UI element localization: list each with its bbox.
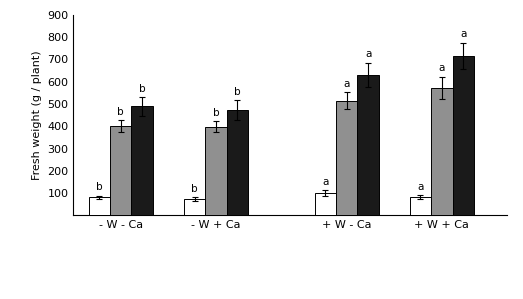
- Bar: [315, 193, 336, 215]
- Bar: [357, 75, 379, 215]
- Bar: [431, 88, 452, 215]
- Bar: [131, 106, 153, 215]
- Bar: [452, 56, 474, 215]
- Text: b: b: [118, 107, 124, 117]
- Text: b: b: [96, 182, 103, 192]
- Bar: [226, 110, 248, 215]
- Bar: [110, 126, 131, 215]
- Text: b: b: [139, 83, 145, 94]
- Bar: [89, 197, 110, 215]
- Bar: [410, 197, 431, 215]
- Text: b: b: [213, 108, 219, 118]
- Text: b: b: [234, 87, 241, 97]
- Bar: [336, 101, 357, 215]
- Text: b: b: [191, 184, 198, 194]
- Text: a: a: [417, 182, 424, 192]
- Text: a: a: [322, 177, 328, 187]
- Text: a: a: [365, 49, 371, 60]
- Y-axis label: Fresh weight (g / plant): Fresh weight (g / plant): [32, 50, 42, 180]
- Legend: S+L  FW (g/Pl), S+L+F  FW (g/Pl), R+S+L+F  FW (g/Pl): S+L FW (g/Pl), S+L+F FW (g/Pl), R+S+L+F …: [131, 297, 449, 299]
- Bar: [205, 127, 226, 215]
- Text: a: a: [460, 29, 467, 39]
- Bar: [184, 199, 205, 215]
- Text: a: a: [439, 63, 445, 73]
- Text: a: a: [344, 79, 350, 89]
